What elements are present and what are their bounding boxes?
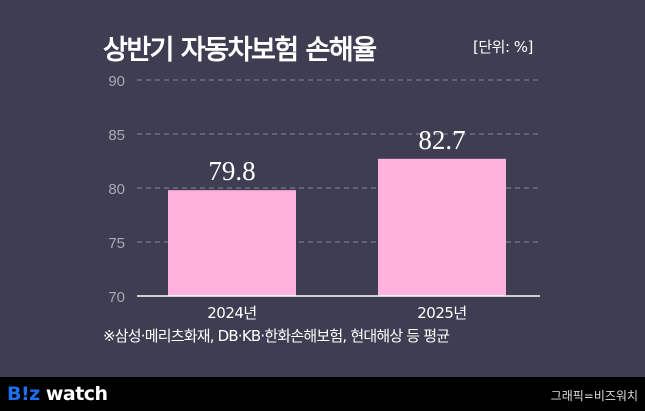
x-tick-label: 2025년 — [417, 304, 466, 322]
y-tick-label: 70 — [108, 289, 125, 306]
unit-label: [단위: %] — [473, 38, 533, 56]
graphic-credit: 그래픽=비즈워치 — [550, 389, 638, 403]
data-label: 82.7 — [418, 125, 465, 155]
y-tick-label: 75 — [108, 235, 125, 252]
data-label: 79.8 — [208, 156, 255, 186]
bar — [168, 190, 296, 296]
logo-part1: B!z — [7, 383, 40, 405]
x-tick-label: 2024년 — [207, 304, 256, 322]
bar-chart: 70 75 80 85 90 79.8 2024년 82.7 2025년 — [108, 73, 540, 322]
bar — [378, 158, 506, 296]
chart-title: 상반기 자동차보험 손해율 — [103, 35, 377, 66]
y-tick-label: 80 — [108, 181, 125, 198]
footnote: ※삼성·메리츠화재, DB·KB·한화손해보험, 현대해상 등 평균 — [103, 327, 450, 345]
y-tick-label: 90 — [108, 73, 125, 90]
logo-part2: watch — [39, 383, 108, 405]
footer: B!z watch 그래픽=비즈워치 — [0, 377, 645, 411]
bizwatch-logo: B!z watch — [7, 383, 108, 405]
y-tick-label: 85 — [108, 127, 125, 144]
